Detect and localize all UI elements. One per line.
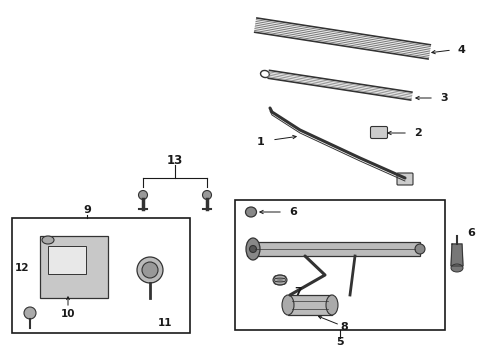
Bar bbox=[288, 295, 332, 315]
Ellipse shape bbox=[245, 207, 256, 217]
Ellipse shape bbox=[24, 307, 36, 319]
Polygon shape bbox=[451, 244, 463, 266]
Ellipse shape bbox=[137, 257, 163, 283]
Ellipse shape bbox=[249, 246, 256, 252]
Bar bbox=[235, 200, 445, 330]
Ellipse shape bbox=[42, 236, 54, 244]
Bar bbox=[40, 236, 108, 298]
Bar bbox=[12, 218, 190, 333]
Text: 6: 6 bbox=[467, 228, 475, 238]
Text: 7: 7 bbox=[294, 287, 302, 297]
Bar bbox=[247, 242, 420, 256]
Text: 5: 5 bbox=[336, 337, 344, 347]
Ellipse shape bbox=[142, 262, 158, 278]
Ellipse shape bbox=[273, 275, 287, 285]
Ellipse shape bbox=[282, 295, 294, 315]
Text: 6: 6 bbox=[289, 207, 297, 217]
Text: 3: 3 bbox=[440, 93, 448, 103]
Ellipse shape bbox=[246, 238, 260, 260]
Ellipse shape bbox=[202, 190, 212, 199]
Ellipse shape bbox=[261, 71, 270, 77]
Text: 9: 9 bbox=[83, 205, 91, 215]
Text: 4: 4 bbox=[458, 45, 466, 55]
Text: 11: 11 bbox=[158, 318, 172, 328]
Ellipse shape bbox=[451, 264, 463, 272]
Text: 12: 12 bbox=[15, 263, 29, 273]
FancyBboxPatch shape bbox=[370, 126, 388, 139]
Text: 13: 13 bbox=[167, 153, 183, 166]
Text: 1: 1 bbox=[256, 137, 264, 147]
Ellipse shape bbox=[139, 190, 147, 199]
FancyBboxPatch shape bbox=[397, 173, 413, 185]
Text: 8: 8 bbox=[340, 322, 348, 332]
Ellipse shape bbox=[326, 295, 338, 315]
Text: 2: 2 bbox=[414, 128, 422, 138]
Bar bbox=[48, 246, 86, 274]
Text: 10: 10 bbox=[61, 309, 75, 319]
Ellipse shape bbox=[415, 244, 425, 254]
